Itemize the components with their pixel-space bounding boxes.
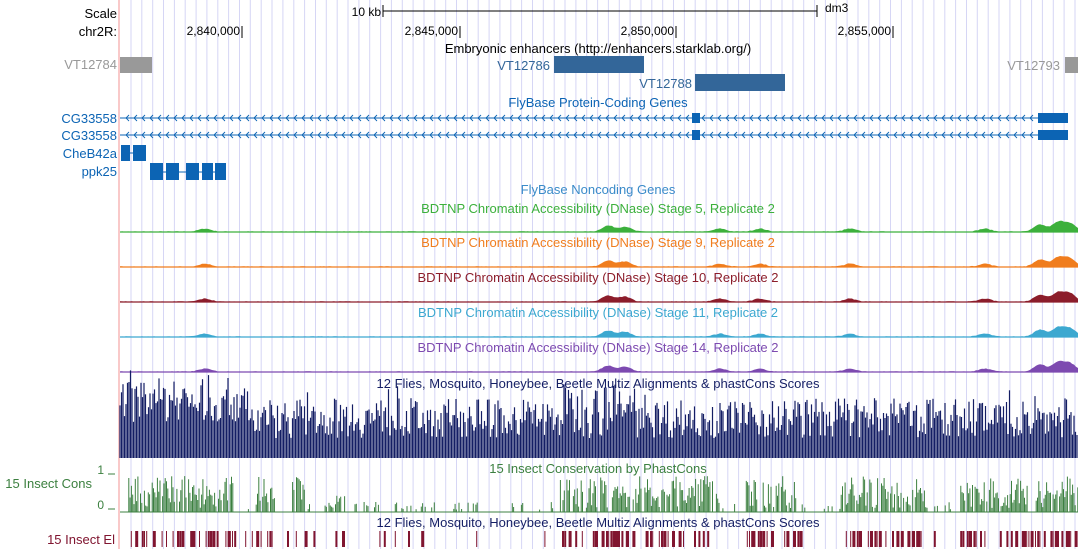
enhancers-track-title: Embryonic enhancers (http://enhancers.st… — [445, 41, 751, 56]
gene-label-cg33558-a[interactable]: CG33558 — [61, 111, 117, 126]
enhancer-label-vt12784[interactable]: VT12784 — [64, 57, 117, 72]
ruler-tick-label: 2,845,000 — [405, 24, 459, 38]
conserved-elements-signal — [130, 531, 1078, 547]
multiz-track[interactable]: 12 Flies, Mosquito, Honeybee, Beetle Mul… — [119, 370, 1078, 458]
multiz-signal — [119, 370, 1078, 458]
dnase-signals — [120, 220, 1078, 373]
conservation-track-label[interactable]: 15 Insect Cons — [5, 476, 92, 491]
conserved-elements-track[interactable]: 12 Flies, Mosquito, Honeybee, Beetle Mul… — [47, 515, 1078, 547]
base-position-ruler[interactable]: Scale 10 kb dm3 chr2R: 2,840,000 2,845,0… — [79, 1, 894, 39]
ruler-tick-label: 2,850,000 — [621, 24, 675, 38]
dnase-stage10-title: BDTNP Chromatin Accessibility (DNase) St… — [417, 270, 778, 285]
conservation-axis-max: 1 — [97, 463, 104, 477]
elements-track-title: 12 Flies, Mosquito, Honeybee, Beetle Mul… — [377, 515, 820, 530]
enhancer-feature-vt12788[interactable] — [695, 74, 785, 91]
dnase-stage14-title: BDTNP Chromatin Accessibility (DNase) St… — [417, 340, 778, 355]
gene-feature-cg33558-a[interactable] — [120, 113, 1068, 123]
enhancers-track[interactable]: Embryonic enhancers (http://enhancers.st… — [64, 41, 1078, 91]
scale-label: Scale — [84, 6, 117, 21]
dnase-tracks[interactable]: BDTNP Chromatin Accessibility (DNase) St… — [120, 201, 1078, 373]
dnase-stage5-title: BDTNP Chromatin Accessibility (DNase) St… — [421, 201, 775, 216]
ruler-tick-label: 2,840,000 — [187, 24, 241, 38]
dnase-stage9-title: BDTNP Chromatin Accessibility (DNase) St… — [421, 235, 775, 250]
gene-feature-cheb42a[interactable] — [121, 145, 146, 161]
conservation-axis-min: 0 — [97, 498, 104, 512]
protein-coding-genes-track[interactable]: FlyBase Protein-Coding Genes CG33558 CG3… — [61, 95, 1068, 180]
enhancer-label-vt12788[interactable]: VT12788 — [639, 76, 692, 91]
assembly-label: dm3 — [825, 1, 849, 15]
ruler-tick-label: 2,855,000 — [838, 24, 892, 38]
gene-label-cheb42a[interactable]: CheB42a — [63, 146, 118, 161]
enhancer-label-vt12793[interactable]: VT12793 — [1007, 58, 1060, 73]
enhancer-feature-vt12793[interactable] — [1065, 57, 1078, 73]
strand-arrows — [125, 114, 1034, 122]
conservation-track-title: 15 Insect Conservation by PhastCons — [489, 461, 707, 476]
enhancer-label-vt12786[interactable]: VT12786 — [497, 58, 550, 73]
strand-arrows — [125, 131, 1034, 139]
chrom-label: chr2R: — [79, 24, 117, 39]
gene-feature-cg33558-b[interactable] — [120, 130, 1068, 140]
scale-value: 10 kb — [352, 5, 382, 19]
genes-track-title: FlyBase Protein-Coding Genes — [508, 95, 688, 110]
enhancer-feature-vt12784[interactable] — [120, 57, 152, 73]
enhancer-feature-vt12786[interactable] — [554, 56, 644, 73]
gene-feature-ppk25[interactable] — [150, 163, 226, 180]
conservation-track[interactable]: 15 Insect Conservation by PhastCons 15 I… — [5, 461, 1078, 513]
gene-label-ppk25[interactable]: ppk25 — [82, 164, 117, 179]
gene-label-cg33558-b[interactable]: CG33558 — [61, 128, 117, 143]
dnase-stage11-title: BDTNP Chromatin Accessibility (DNase) St… — [418, 305, 778, 320]
conservation-signal — [120, 476, 1078, 513]
multiz-track-title: 12 Flies, Mosquito, Honeybee, Beetle Mul… — [377, 376, 820, 391]
elements-track-label[interactable]: 15 Insect El — [47, 532, 115, 547]
noncoding-genes-track-title[interactable]: FlyBase Noncoding Genes — [521, 182, 676, 197]
